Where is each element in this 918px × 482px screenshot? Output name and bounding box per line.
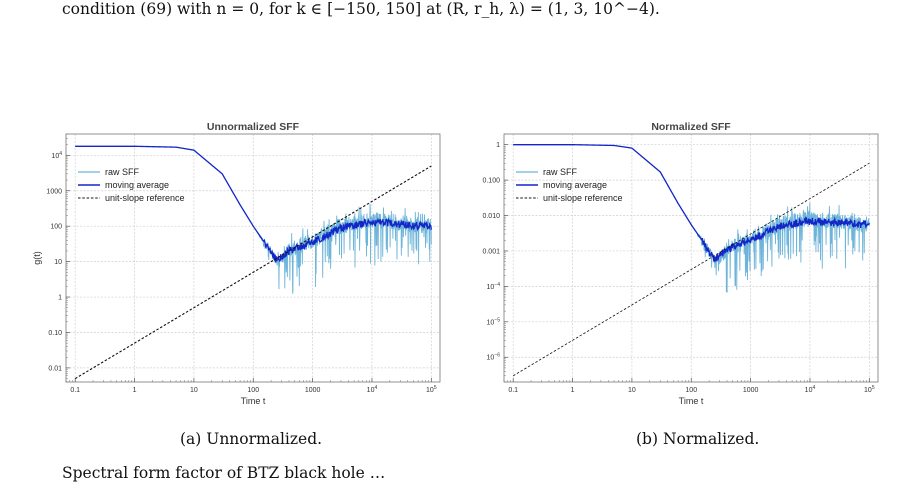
chart-unnormalized-sff: Unnormalized SFF 0.1 1 10 100 1000 104 105 0.01 0… xyxy=(32,121,441,406)
legend-label: unit-slope reference xyxy=(105,193,185,203)
y-tick-label: 1 xyxy=(58,295,62,302)
y-tick-label: 100 xyxy=(50,224,62,231)
y-tick-label: 0.100 xyxy=(482,178,500,185)
y-tick-label: 0.001 xyxy=(482,248,500,255)
series-unit-slope-reference xyxy=(512,162,870,377)
legend-label: moving average xyxy=(543,180,607,190)
x-tick-label: 10 xyxy=(628,387,636,394)
y-tick-label: 1 xyxy=(496,142,500,149)
x-tick-label: 105 xyxy=(426,385,437,394)
x-tick-label: 1000 xyxy=(743,387,759,394)
series-moving-average xyxy=(513,144,870,262)
x-tick-label: 0.1 xyxy=(70,387,80,394)
preceding-text-line: condition (69) with n = 0, for k ∈ [−150… xyxy=(62,0,660,18)
caption-b: (b) Normalized. xyxy=(636,430,760,448)
y-tick-label: 0.10 xyxy=(48,330,62,337)
x-tick-label: 1 xyxy=(133,387,137,394)
legend-label: raw SFF xyxy=(105,167,140,177)
legend: raw SFF moving average unit-slope referenc… xyxy=(516,167,623,203)
y-tick-label: 0.01 xyxy=(48,365,62,372)
y-tick-label: 104 xyxy=(51,151,62,160)
chart-normalized-sff: Normalized SFF 0.1 1 10 100 1000 104 105 10−6 10−… xyxy=(482,121,879,406)
x-tick-label: 105 xyxy=(864,385,875,394)
legend: raw SFF moving average unit-slope referenc… xyxy=(78,167,185,203)
x-tick-label: 1000 xyxy=(305,387,321,394)
chart-title: Unnormalized SFF xyxy=(207,121,300,133)
plot-area: Normalized SFF 0.1 1 10 100 1000 104 105 10−6 10−… xyxy=(482,121,879,406)
series-unit-slope-reference xyxy=(74,165,432,380)
series-moving-average xyxy=(75,145,432,263)
plot-area: Unnormalized SFF 0.1 1 10 100 1000 104 105 0.01 0… xyxy=(32,121,441,406)
x-tick-label: 100 xyxy=(247,387,259,394)
x-tick-label: 100 xyxy=(685,387,697,394)
x-axis-label: Time t xyxy=(679,396,704,406)
figure-panel-a: Unnormalized SFF 0.1 1 10 100 1000 104 105 0.01 0… xyxy=(28,120,448,410)
y-tick-label: 10−5 xyxy=(487,317,501,326)
y-tick-label: 1000 xyxy=(46,188,62,195)
y-axis-label: g(t) xyxy=(32,251,42,265)
y-tick-label: 10 xyxy=(54,259,62,266)
y-tick-label: 10−6 xyxy=(487,353,501,362)
legend-label: moving average xyxy=(105,180,169,190)
chart-title: Normalized SFF xyxy=(651,121,731,133)
x-tick-label: 104 xyxy=(367,385,378,394)
x-tick-label: 104 xyxy=(805,385,816,394)
x-tick-label: 10 xyxy=(190,387,198,394)
following-text-line: Spectral form factor of BTZ black hole … xyxy=(62,464,386,482)
x-tick-label: 0.1 xyxy=(508,387,518,394)
caption-a: (a) Unnormalized. xyxy=(180,430,323,448)
y-tick-label: 10−4 xyxy=(487,282,501,291)
x-tick-label: 1 xyxy=(571,387,575,394)
legend-label: raw SFF xyxy=(543,167,578,177)
y-tick-label: 0.010 xyxy=(482,213,500,220)
figure-panel-b: Normalized SFF 0.1 1 10 100 1000 104 105 10−6 10−… xyxy=(466,120,886,410)
legend-label: unit-slope reference xyxy=(543,193,623,203)
x-axis-label: Time t xyxy=(241,396,266,406)
